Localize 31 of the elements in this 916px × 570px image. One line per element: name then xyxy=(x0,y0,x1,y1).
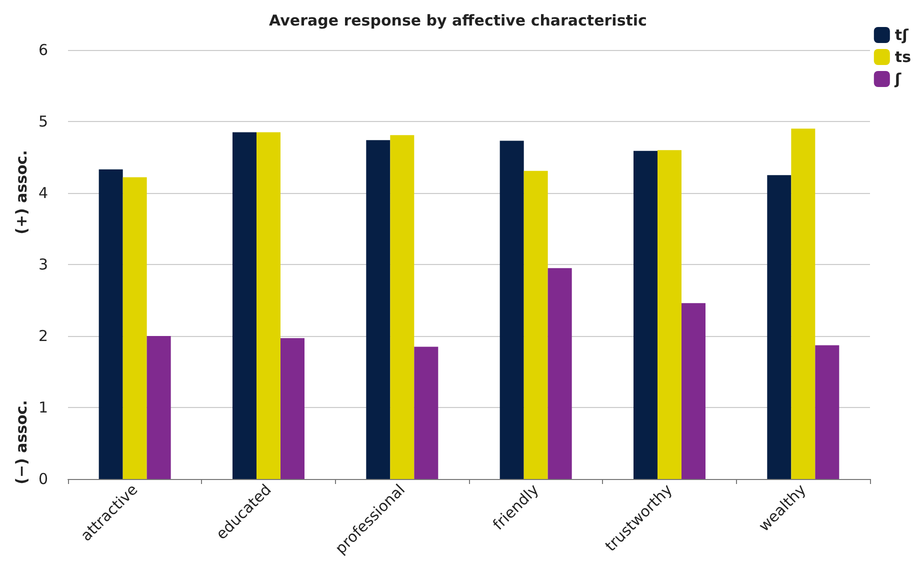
bar xyxy=(146,336,171,479)
text: (−) assoc. xyxy=(12,400,30,484)
text: (+) assoc. xyxy=(12,150,30,234)
bar xyxy=(524,170,548,479)
y-tick-label: 0 xyxy=(38,470,48,488)
bar xyxy=(791,128,816,479)
bar xyxy=(256,132,280,479)
y-tick-label: 4 xyxy=(38,184,48,202)
y-tick-label: 6 xyxy=(38,41,48,59)
bar xyxy=(98,169,123,479)
bar xyxy=(232,132,256,479)
chart-title: Average response by affective characteristic xyxy=(269,12,647,30)
y-tick-label: 5 xyxy=(38,112,48,130)
bar xyxy=(500,140,524,479)
bar xyxy=(122,177,147,479)
bar xyxy=(548,268,572,479)
legend-label: ʃ xyxy=(894,70,902,88)
legend-label: tʃ xyxy=(894,26,910,44)
bar xyxy=(390,135,414,479)
bar xyxy=(682,303,706,479)
y-tick-label: 3 xyxy=(38,256,48,274)
bar xyxy=(767,175,792,479)
bar xyxy=(815,345,840,479)
y-tick-label: 1 xyxy=(38,398,48,416)
bar xyxy=(280,338,304,479)
bar xyxy=(366,140,390,479)
bar xyxy=(414,346,438,479)
y-tick-label: 2 xyxy=(38,327,48,345)
bar xyxy=(634,150,658,479)
bar xyxy=(658,150,682,479)
legend-label: ts xyxy=(894,48,912,66)
